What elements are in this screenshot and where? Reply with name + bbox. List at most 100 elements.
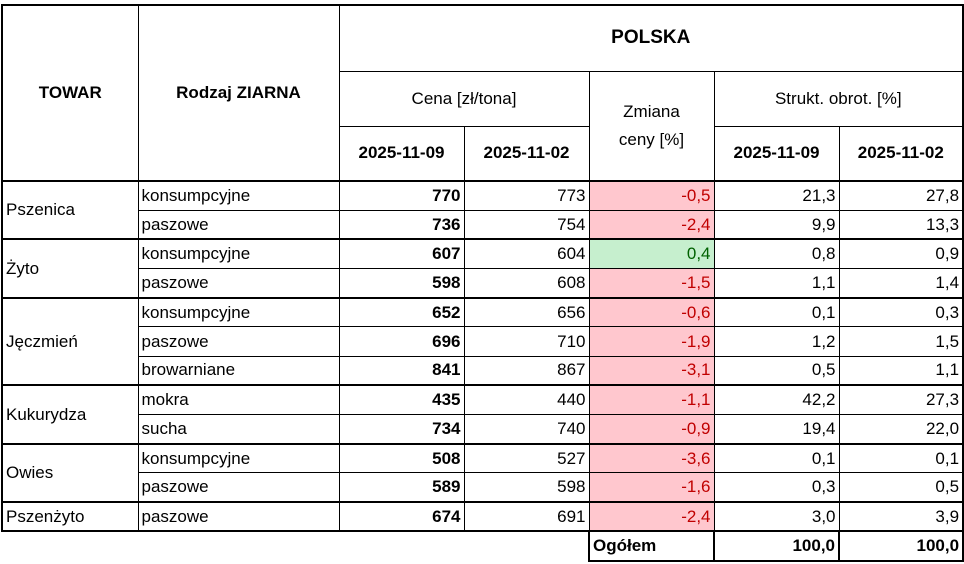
data-row: sucha 734 740 -0,9 19,4 22,0 [2, 413, 964, 445]
data-row: Pszenica konsumpcyjne 770 773 -0,5 21,3 27,8 [1, 179, 964, 241]
header-cell: Rodzaj ZIARNA [137, 4, 340, 182]
data-row: paszowe 598 608 -1,5 1,1 1,4 [2, 268, 964, 299]
value-cell: 770 [338, 179, 465, 211]
header-cell: 2025-11-02 [463, 125, 590, 182]
commodity-cell: Owies [1, 442, 139, 504]
grain-cell: paszowe [137, 472, 340, 503]
value-cell: 0,1 [713, 296, 840, 328]
value-cell: 607 [338, 238, 465, 270]
grain-cell: mokra [137, 384, 340, 416]
value-cell: 841 [338, 355, 465, 386]
data-row: paszowe 696 710 -1,9 1,2 1,5 [2, 326, 964, 357]
header-cell: Zmiana ceny [%] [588, 70, 715, 182]
value-cell: -3,6 [588, 442, 715, 474]
value-cell: 598 [463, 472, 590, 503]
header-row: 2025-11-09 2025-11-02 2025-11-09 2025-11… [2, 125, 964, 182]
value-cell: 435 [338, 384, 465, 416]
grain-cell: konsumpcyjne [137, 296, 340, 328]
value-cell: 608 [463, 268, 590, 299]
data-row: Pszenżyto paszowe 674 691 -2,4 3,0 3,9 [1, 501, 964, 533]
grain-cell: sucha [137, 413, 340, 445]
total-label: Ogółem [588, 530, 715, 563]
value-cell: 674 [338, 501, 465, 533]
data-row: paszowe 736 754 -2,4 9,9 13,3 [2, 209, 964, 240]
value-cell: -1,1 [588, 384, 715, 416]
value-cell: 27,8 [838, 179, 964, 211]
value-cell: -1,5 [588, 268, 715, 299]
value-cell: -0,9 [588, 413, 715, 445]
header-cell: Cena [zł/tona] [338, 70, 590, 127]
header-cell: Strukt. obrot. [%] [713, 70, 964, 127]
grain-cell: paszowe [137, 209, 340, 240]
data-row: browarniane 841 867 -3,1 0,5 1,1 [2, 355, 964, 386]
value-cell: 3,9 [838, 501, 964, 533]
data-row: Kukurydza mokra 435 440 -1,1 42,2 27,3 [1, 384, 964, 445]
value-cell: 754 [463, 209, 590, 240]
grain-cell: paszowe [137, 268, 340, 299]
grain-cell: paszowe [137, 501, 340, 533]
data-row: Owies konsumpcyjne 508 527 -3,6 0,1 0,1 [1, 442, 964, 504]
commodity-cell: Jęczmień [1, 296, 139, 387]
value-cell: 22,0 [838, 413, 964, 445]
value-cell: 19,4 [713, 413, 840, 445]
value-cell: 867 [463, 355, 590, 386]
commodity-cell: Żyto [1, 238, 139, 299]
commodity-cell: Pszenżyto [1, 501, 139, 533]
header-cell: TOWAR [1, 4, 139, 182]
value-cell: 598 [338, 268, 465, 299]
value-cell: -1,9 [588, 326, 715, 357]
value-cell: -3,1 [588, 355, 715, 386]
data-row: Jęczmień konsumpcyjne 652 656 -0,6 0,1 0,3 [1, 296, 964, 387]
value-cell: -0,6 [588, 296, 715, 328]
value-cell: -0,5 [588, 179, 715, 211]
value-cell: 736 [338, 209, 465, 240]
commodity-cell: Kukurydza [1, 384, 139, 445]
total-row: Ogółem 100,0 100,0 [2, 530, 964, 563]
value-cell: 656 [463, 296, 590, 328]
table-body: TOWAR Rodzaj ZIARNA POLSKA Cena [zł/tona… [1, 4, 964, 563]
commodity-cell: Pszenica [1, 179, 139, 241]
value-cell: -1,6 [588, 472, 715, 503]
value-cell: 1,4 [838, 268, 964, 299]
value-cell: 0,9 [838, 238, 964, 270]
header-cell: 2025-11-09 [338, 125, 465, 182]
value-cell: 21,3 [713, 179, 840, 211]
value-cell: 0,8 [713, 238, 840, 270]
data-row: Żyto konsumpcyjne 607 604 0,4 0,8 0,9 [1, 238, 964, 299]
value-cell: 13,3 [838, 209, 964, 240]
grain-cell: konsumpcyjne [137, 179, 340, 211]
value-cell: 3,0 [713, 501, 840, 533]
total-value: 100,0 [713, 530, 840, 563]
value-cell: 604 [463, 238, 590, 270]
value-cell: 1,1 [713, 268, 840, 299]
value-cell: 1,5 [838, 326, 964, 357]
value-cell: 440 [463, 384, 590, 416]
grain-cell: konsumpcyjne [137, 238, 340, 270]
value-cell: 0,1 [713, 442, 840, 474]
value-cell: 42,2 [713, 384, 840, 416]
value-cell: 0,3 [713, 472, 840, 503]
value-cell: 589 [338, 472, 465, 503]
price-table: TOWAR Rodzaj ZIARNA POLSKA Cena [zł/tona… [1, 4, 964, 563]
value-cell: 740 [463, 413, 590, 445]
value-cell: 527 [463, 442, 590, 474]
data-row: paszowe 589 598 -1,6 0,3 0,5 [2, 472, 964, 503]
total-value: 100,0 [837, 530, 964, 563]
value-cell: 710 [463, 326, 590, 357]
header-cell: POLSKA [338, 4, 964, 72]
value-cell: 27,3 [838, 384, 964, 416]
value-cell: 0,5 [713, 355, 840, 386]
header-cell: 2025-11-02 [838, 125, 964, 182]
value-cell: 0,5 [838, 472, 964, 503]
value-cell: 734 [338, 413, 465, 445]
value-cell: -2,4 [588, 501, 715, 533]
value-cell: 1,2 [713, 326, 840, 357]
value-cell: 652 [338, 296, 465, 328]
grain-cell: konsumpcyjne [137, 442, 340, 474]
header-row: TOWAR Rodzaj ZIARNA POLSKA [1, 4, 964, 182]
value-cell: 0,1 [838, 442, 964, 474]
value-cell: 773 [463, 179, 590, 211]
value-cell: -2,4 [588, 209, 715, 240]
grain-cell: browarniane [137, 355, 340, 386]
